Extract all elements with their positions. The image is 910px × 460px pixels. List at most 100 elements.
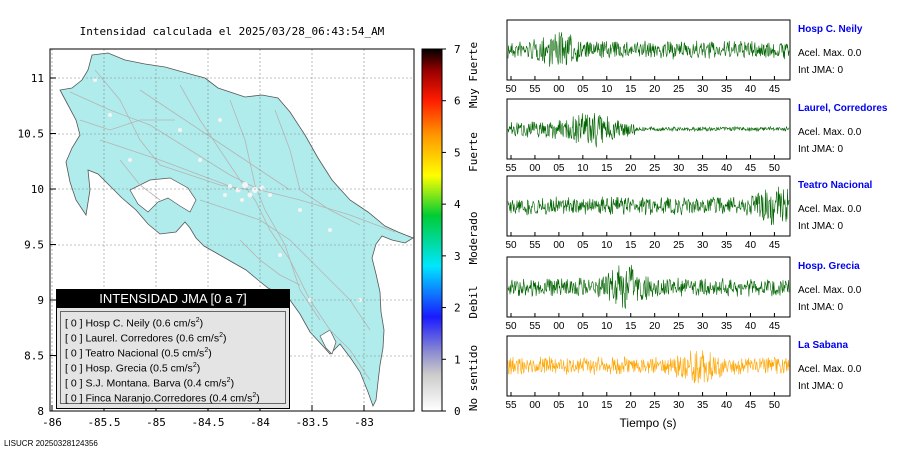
trace-panel: 55 00 05 10 15 20 25 30 35 40 45 50 (505, 98, 791, 174)
map-y-tick-label: 11 (31, 72, 44, 85)
trace-tick-label: 20 (649, 240, 661, 251)
trace-tick-label: 50 (505, 321, 517, 332)
trace-panel: 50 55 00 05 10 15 20 25 30 35 40 45 (505, 175, 791, 251)
site-acel: Acel. Max. 0.0 (798, 48, 862, 59)
trace-tick-label: 50 (769, 400, 781, 411)
site-name: Hosp. Grecia (798, 261, 860, 272)
colorbar: 7 6 5 4 3 2 1 0 Muy Fuerte Fuerte Moderado Debi… (421, 42, 480, 418)
legend-row: [ 0 ] Teatro Nacional (0.5 cm/s2) (61, 343, 285, 360)
trace-tick-label: 00 (553, 321, 565, 332)
site-int: Int JMA: 0 (798, 381, 844, 392)
legend-row-jma: [ 0 ] (65, 392, 86, 405)
trace-tick-label: 35 (697, 400, 709, 411)
legend-row-close: ) (222, 332, 227, 345)
trace-tick-label: 15 (601, 163, 613, 174)
map-frame (49, 48, 415, 412)
legend-row-sup: 2 (252, 392, 257, 399)
trace-tick-label: 25 (649, 400, 661, 411)
legend-row-sup: 2 (192, 362, 197, 369)
trace-tick-label: 25 (673, 240, 685, 251)
trace-tick-label: 10 (601, 321, 613, 332)
trace-tick-label: 20 (649, 321, 661, 332)
colorbar-tick-label: 5 (454, 146, 461, 159)
trace-tick-label: 55 (505, 163, 517, 174)
map-x-tick-label: -86 (42, 416, 62, 429)
site-acel: Acel. Max. 0.0 (798, 285, 862, 296)
site-int: Int JMA: 0 (798, 302, 844, 313)
legend-row: [ 0 ] Laurel. Corredores (0.6 cm/s2) (61, 328, 285, 345)
legend-row-text: Hosp. Grecia (0.5 cm/s (85, 362, 193, 375)
trace-tick-label: 40 (745, 240, 757, 251)
trace-tick-label: 10 (577, 163, 589, 174)
gulf-nicoya (129, 177, 197, 213)
legend-row-jma: [ 0 ] (65, 347, 86, 360)
colorbar-tick-label: 3 (454, 250, 461, 263)
trace-tick-label: 25 (673, 321, 685, 332)
trace-waveform (507, 186, 790, 226)
legend-row-text: Teatro Nacional (0.5 cm/s (85, 347, 205, 360)
legend-row-sup: 2 (219, 332, 223, 339)
site-name: Hosp C. Neily (798, 24, 863, 35)
trace-tick-label: 40 (721, 163, 733, 174)
trace-tick-label: 30 (673, 400, 685, 411)
legend-title: INTENSIDAD JMA [0 a 7] (57, 290, 289, 308)
trace-tick-label: 45 (769, 321, 781, 332)
legend-row-close: ) (196, 362, 201, 375)
legend-row-jma: [ 0 ] (65, 332, 86, 345)
trace-tick-label: 20 (625, 163, 637, 174)
trace-tick-label: 40 (745, 321, 757, 332)
colorbar-gradient (421, 48, 443, 412)
legend-row-close: ) (208, 347, 212, 360)
legend-row-text: Finca Naranjo.Corredores (0.4 cm/s (85, 392, 253, 405)
traces-xlabel: Tiempo (s) (620, 416, 677, 430)
seismograms: 50 55 00 05 10 15 20 25 30 35 40 45 55 00 05 10 15 20 25 30… (505, 19, 791, 411)
trace-tick-label: 40 (745, 84, 757, 95)
legend-row-jma: [ 0 ] (65, 317, 86, 330)
legend-range: [0 a 7] (210, 291, 247, 306)
trace-tick-label: 25 (673, 84, 685, 95)
map-y-tick-label: 9 (37, 294, 44, 307)
trace-tick-label: 10 (601, 84, 613, 95)
trace-tick-label: 50 (769, 163, 781, 174)
trace-tick-label: 55 (505, 400, 517, 411)
trace-tick-label: 35 (697, 163, 709, 174)
trace-waveform (507, 264, 790, 309)
site-acel: Acel. Max. 0.0 (798, 364, 862, 375)
trace-tick-label: 05 (577, 240, 589, 251)
trace-waveform (507, 350, 790, 384)
trace-tick-label: 15 (625, 240, 637, 251)
map-x-tick-label: -84.5 (191, 416, 224, 429)
trace-tick-label: 35 (721, 240, 733, 251)
trace-tick-label: 30 (673, 163, 685, 174)
site-acel: Acel. Max. 0.0 (798, 127, 862, 138)
map-y-axis: 11 10.5 10 9.5 9 8.5 8 (18, 72, 56, 418)
legend-row-close: ) (230, 377, 235, 390)
map-y-tick-label: 10 (31, 183, 44, 196)
site-int: Int JMA: 0 (798, 65, 844, 76)
trace-tick-label: 55 (529, 84, 541, 95)
colorbar-label-debil: Debil (467, 285, 480, 318)
map-x-tick-label: -83 (354, 416, 374, 429)
trace-waveform (507, 32, 790, 67)
site-acel: Acel. Max. 0.0 (798, 204, 862, 215)
legend-row-sup: 2 (195, 317, 200, 324)
trace-tick-label: 10 (577, 400, 589, 411)
trace-tick-label: 50 (505, 84, 517, 95)
colorbar-tick-label: 0 (454, 405, 461, 418)
trace-tick-label: 00 (553, 84, 565, 95)
trace-tick-label: 50 (505, 240, 517, 251)
colorbar-tick-label: 2 (454, 302, 461, 315)
trace-tick-label: 20 (625, 400, 637, 411)
legend-row: [ 0 ] Hosp. Grecia (0.5 cm/s2) (61, 358, 285, 375)
colorbar-label-no-sentido: No sentido (467, 345, 480, 411)
trace-tick-label: 15 (601, 400, 613, 411)
trace-tick-label: 40 (721, 400, 733, 411)
trace-tick-label: 15 (625, 321, 637, 332)
intensity-legend: INTENSIDAD JMA [0 a 7] [ 0 ] Hosp C. Nei… (56, 289, 290, 409)
legend-row: [ 0 ] Hosp C. Neily (0.6 cm/s2) (61, 313, 285, 330)
legend-row-close: ) (199, 317, 204, 330)
colorbar-tick-label: 6 (454, 95, 461, 108)
legend-row-jma: [ 0 ] (65, 362, 86, 375)
legend-row-text: S.J. Montana. Barva (0.4 cm/s (85, 377, 227, 390)
colorbar-label-fuerte: Fuerte (467, 132, 480, 172)
